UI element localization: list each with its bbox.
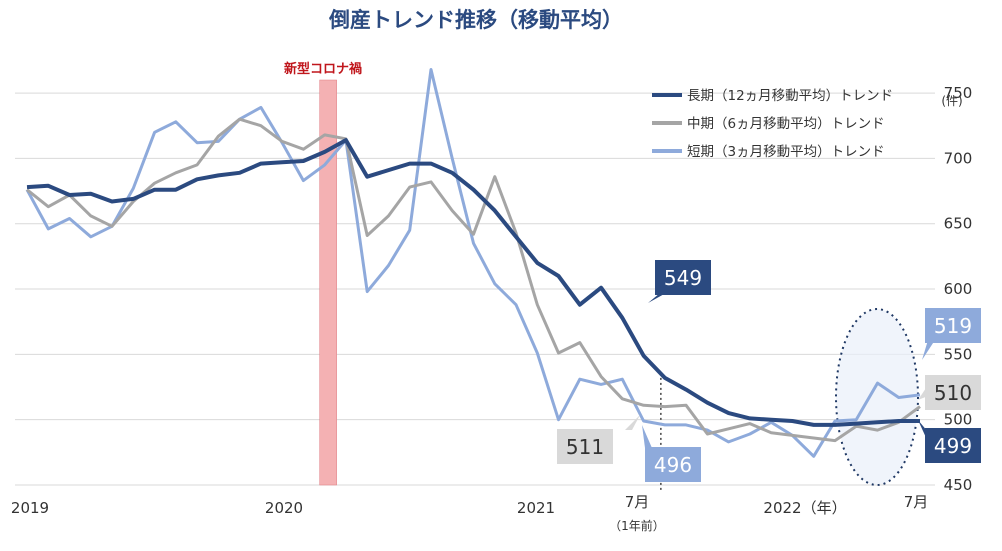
covid-period-band xyxy=(319,79,337,486)
callout-value-long-current: 499 xyxy=(934,434,972,458)
x-tick-jul2021-note: （1年前） xyxy=(609,518,665,533)
callout-value-short-current: 519 xyxy=(934,314,972,338)
callout-short-year-ago: 496 xyxy=(642,425,701,482)
callout-mid-year-ago: 511 xyxy=(557,415,640,464)
callout-box-short-year-ago xyxy=(645,447,701,482)
x-tick-2019: 2019 xyxy=(11,499,49,517)
callout-pointer-mid-year-ago xyxy=(625,415,640,430)
y-tick-700: 700 xyxy=(944,149,973,167)
callout-box-mid-year-ago xyxy=(557,429,613,464)
y-tick-450: 450 xyxy=(944,476,973,494)
gridlines xyxy=(15,92,935,486)
series-line-long xyxy=(26,138,920,427)
callout-box-short-current xyxy=(925,308,981,343)
callout-pointer-short-current xyxy=(922,340,935,360)
y-tick-650: 650 xyxy=(944,215,973,233)
recent-highlight-ellipse xyxy=(835,308,919,486)
callout-long-current: 499 xyxy=(918,420,981,463)
callout-value-mid-current: 510 xyxy=(934,381,972,405)
x-tick-2021: 2021 xyxy=(517,499,555,517)
series-lines xyxy=(25,68,921,458)
chart-title: 倒産トレンド推移（移動平均） xyxy=(328,8,623,32)
y-tick-600: 600 xyxy=(944,280,973,298)
callout-box-long-year-ago xyxy=(655,260,711,295)
callout-short-current: 519 xyxy=(922,308,981,360)
legend-label-mid: 中期（6ヵ月移動平均）トレンド xyxy=(687,116,885,132)
callout-value-long-year-ago: 549 xyxy=(664,266,702,290)
y-tick-750: 750 xyxy=(944,84,973,102)
callout-box-mid-current xyxy=(925,375,981,410)
covid-label: 新型コロナ禍 xyxy=(284,61,362,77)
callout-long-year-ago: 549 xyxy=(648,260,711,303)
x-tick-jul2022: 7月 xyxy=(904,493,929,511)
callout-box-long-current xyxy=(925,428,981,463)
callout-value-short-year-ago: 496 xyxy=(654,453,692,477)
y-tick-550: 550 xyxy=(944,345,973,363)
callout-pointer-short-year-ago xyxy=(642,425,652,448)
series-line-short xyxy=(25,68,921,458)
x-tick-jul2021: 7月 xyxy=(625,493,650,511)
callout-pointer-long-year-ago xyxy=(648,293,666,303)
legend-label-long: 長期（12ヵ月移動平均）トレンド xyxy=(687,88,893,104)
callout-value-mid-year-ago: 511 xyxy=(566,435,604,459)
legend-label-short: 短期（3ヵ月移動平均）トレンド xyxy=(687,144,885,160)
y-axis-unit: (件) xyxy=(941,94,962,108)
series-line-mid xyxy=(26,117,921,443)
x-tick-2020: 2020 xyxy=(265,499,303,517)
callout-mid-current: 510 xyxy=(918,375,981,410)
x-tick-2022: 2022（年） xyxy=(763,499,846,517)
y-tick-500: 500 xyxy=(944,411,973,429)
legend: 長期（12ヵ月移動平均）トレンド 中期（6ヵ月移動平均）トレンド 短期（3ヵ月移… xyxy=(652,88,893,160)
y-axis-ticks: 450 500 550 600 650 700 750 xyxy=(944,84,973,494)
